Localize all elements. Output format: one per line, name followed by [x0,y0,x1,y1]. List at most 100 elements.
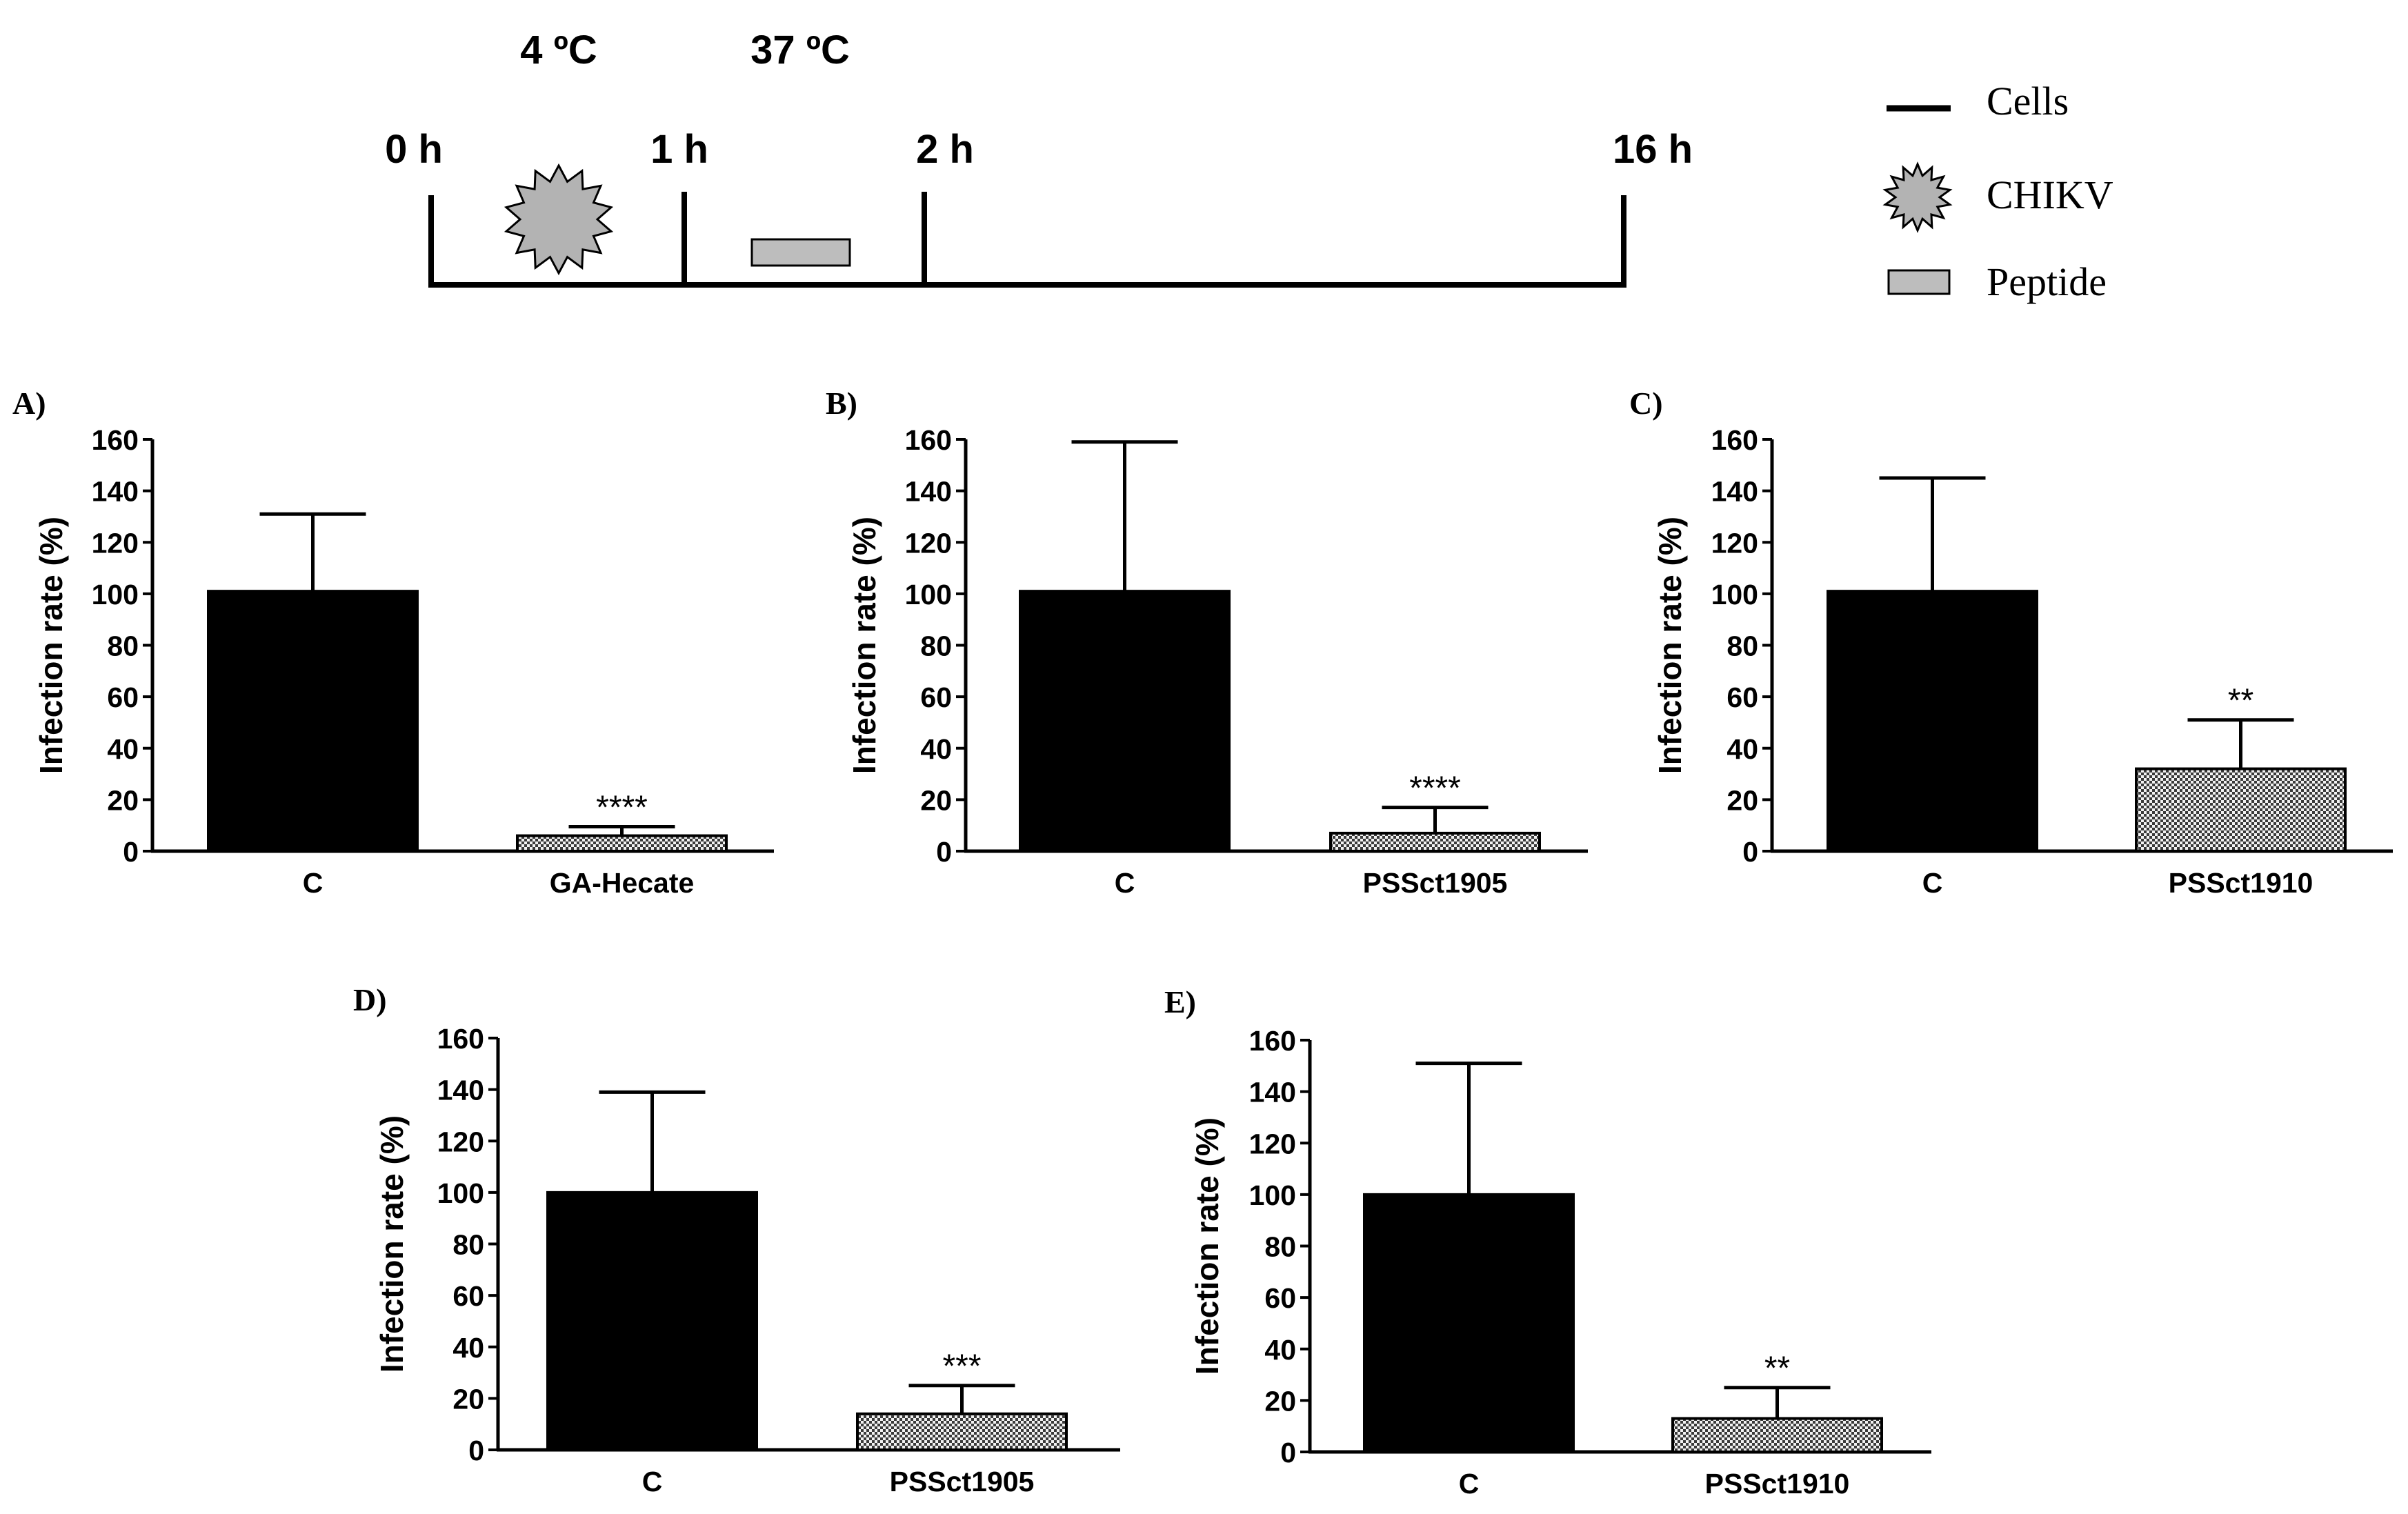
y-tick-label: 20 [107,784,139,816]
chart-panel-5: E) Infection rate (%) 0 20 40 60 80 100 120 140 16… [1164,984,1931,1500]
y-tick-label: 160 [92,424,139,456]
y-tick-label: 160 [1249,1025,1296,1057]
y-axis-label: Infection rate (%) [33,517,69,774]
bar-control [1827,590,2038,853]
bar-peptide [856,1412,1068,1451]
y-tick-label: 100 [1711,579,1758,610]
temp-label-37c: 37 ºC [750,28,850,72]
y-tick-label: 20 [452,1383,484,1415]
x-category-label: GA-Hecate [550,867,695,899]
x-category-label: C [1922,867,1943,899]
y-axis-label: Infection rate (%) [374,1115,410,1373]
y-tick-label: 120 [1711,527,1758,559]
temp-label-4c: 4 ºC [520,28,597,72]
chikv-virus-icon [504,163,614,276]
y-tick-label: 140 [1711,476,1758,508]
y-tick-label: 80 [920,630,952,662]
y-tick-label: 140 [905,476,952,508]
y-tick-label: 40 [1727,733,1758,765]
x-category-label: PSSct1905 [890,1466,1035,1497]
y-axis-label: Infection rate (%) [846,517,882,774]
y-tick-label: 120 [1249,1128,1296,1159]
y-tick-label: 60 [107,681,139,713]
x-category-label: C [1115,867,1135,899]
y-tick-label: 40 [920,733,952,765]
bar-chart-panels: A) Infection rate (%) 0 20 40 60 80 100 120 140 16… [12,386,2393,1500]
chart-panel-1: A) Infection rate (%) 0 20 40 60 80 100 120 140 16… [12,386,774,899]
y-axis-label: Infection rate (%) [1189,1117,1225,1375]
y-tick-label: 120 [905,527,952,559]
significance-stars: **** [596,790,648,826]
y-tick-label: 0 [936,836,952,868]
significance-stars: **** [1409,770,1461,807]
x-category-label: C [1459,1468,1480,1500]
y-tick-label: 160 [437,1023,484,1055]
y-tick-label: 160 [905,424,952,456]
y-tick-label: 0 [1742,836,1758,868]
y-tick-label: 80 [1727,630,1758,662]
y-tick-label: 40 [452,1332,484,1364]
time-label-2h: 2 h [916,127,974,172]
x-category-label: PSSct1910 [1705,1468,1850,1500]
y-tick-label: 100 [1249,1179,1296,1211]
time-label-1h: 1 h [650,127,708,172]
time-label-16h: 16 h [1613,127,1693,172]
chart-panel-3: C) Infection rate (%) 0 20 40 60 80 100 120 140 16… [1629,386,2393,899]
y-tick-label: 100 [92,579,139,610]
chart-panel-2: B) Infection rate (%) 0 20 40 60 80 100 120 140 16… [826,386,1588,899]
y-tick-label: 60 [452,1280,484,1312]
timeline-schematic: 4 ºC 37 ºC 0 h 1 h 2 h 16 h [385,28,1693,288]
legend-peptide-rect-icon [1887,269,1951,295]
y-tick-label: 0 [468,1435,484,1466]
y-tick-label: 140 [437,1075,484,1106]
panel-label: D) [353,982,387,1017]
y-tick-label: 20 [1264,1385,1296,1417]
panel-label: A) [12,386,46,421]
panel-label: B) [826,386,857,421]
y-tick-label: 40 [1264,1334,1296,1366]
bar-control [207,590,419,853]
y-tick-label: 60 [1727,681,1758,713]
significance-stars: *** [942,1348,981,1385]
y-tick-label: 80 [107,630,139,662]
bar-control [1363,1193,1575,1453]
x-category-label: PSSct1910 [2169,867,2314,899]
x-category-label: C [303,867,324,899]
x-category-label: C [642,1466,663,1497]
bar-peptide [1329,831,1541,853]
x-category-label: PSSct1905 [1363,867,1508,899]
y-tick-label: 120 [92,527,139,559]
y-tick-label: 160 [1711,424,1758,456]
legend: Cells CHIKV Peptide [1882,79,2113,304]
y-tick-label: 140 [92,476,139,508]
y-tick-label: 100 [905,579,952,610]
y-axis-label: Infection rate (%) [1652,517,1688,774]
panel-label: C) [1629,386,1663,421]
bar-control [1019,590,1231,853]
bar-control [546,1191,758,1451]
peptide-box-icon [750,238,851,267]
time-label-0h: 0 h [385,127,443,172]
y-tick-label: 120 [437,1126,484,1157]
significance-stars: ** [2228,683,2253,719]
legend-chikv-star-icon [1882,161,1953,233]
panel-label: E) [1164,984,1196,1019]
y-tick-label: 40 [107,733,139,765]
bar-peptide [1671,1417,1883,1453]
y-tick-label: 100 [437,1177,484,1209]
y-tick-label: 80 [1264,1231,1296,1263]
y-tick-label: 80 [452,1229,484,1261]
legend-label-chikv: CHIKV [1987,172,2113,217]
significance-stars: ** [1764,1351,1790,1387]
y-tick-label: 0 [1280,1437,1296,1468]
y-tick-label: 0 [123,836,139,868]
bar-peptide [516,834,728,853]
y-tick-label: 20 [1727,784,1758,816]
y-tick-label: 140 [1249,1077,1296,1108]
y-tick-label: 60 [920,681,952,713]
y-tick-label: 20 [920,784,952,816]
y-tick-label: 60 [1264,1282,1296,1314]
legend-label-cells: Cells [1987,79,2069,123]
chart-panel-4: D) Infection rate (%) 0 20 40 60 80 100 120 140 16… [353,982,1120,1497]
